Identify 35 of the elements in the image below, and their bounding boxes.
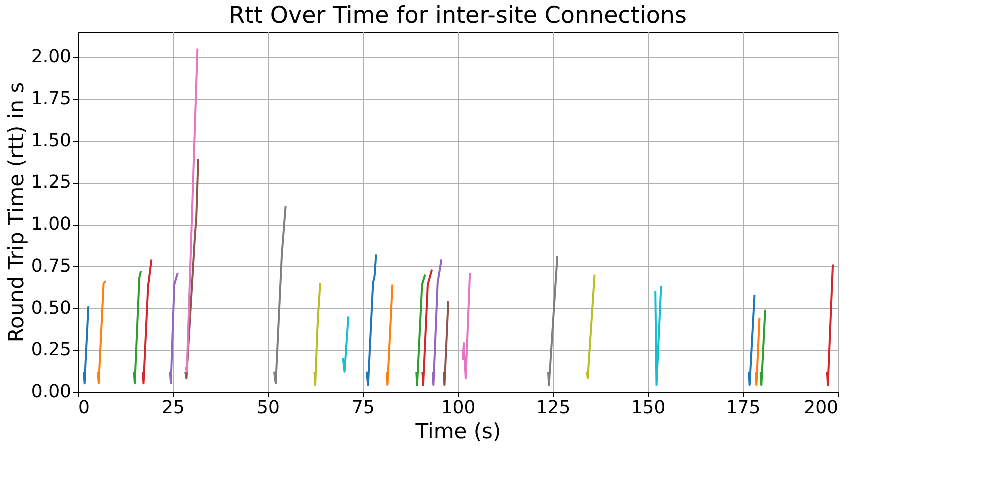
x-tick-label: 200	[804, 398, 838, 418]
line-series	[169, 272, 179, 385]
line-series	[432, 258, 443, 386]
x-tick-label: 0	[78, 398, 90, 418]
line-series	[314, 282, 322, 386]
line-series	[273, 205, 287, 385]
line-series	[416, 274, 426, 386]
x-tick-label: 25	[162, 398, 185, 418]
x-tick-label: 75	[352, 398, 375, 418]
line-series	[142, 258, 153, 385]
chart-title: Rtt Over Time for inter-site Connections	[229, 3, 687, 29]
line-series	[133, 270, 142, 385]
y-tick-label: 0.75	[31, 256, 72, 277]
x-tick-label: 100	[441, 398, 476, 418]
x-tick-label: 125	[536, 398, 571, 418]
y-axis-title: Round Trip Time (rtt) in s	[4, 82, 28, 343]
x-axis-title: Time (s)	[414, 420, 502, 444]
line-series	[83, 306, 90, 385]
line-series	[366, 254, 378, 386]
line-series	[342, 316, 350, 373]
line-series	[184, 158, 200, 380]
y-tick-label: 0.50	[31, 298, 72, 319]
x-tick-label: 150	[631, 398, 666, 418]
line-series	[462, 272, 472, 380]
line-series	[422, 268, 434, 386]
x-tick-label: 50	[257, 398, 280, 418]
x-tick-label: 175	[726, 398, 761, 418]
y-tick-label: 0.25	[31, 340, 72, 361]
y-tick-label: 1.25	[31, 172, 72, 194]
y-tick-label: 1.75	[31, 88, 72, 110]
y-tick-label: 1.50	[31, 130, 72, 152]
y-tick-label: 2.00	[31, 46, 72, 68]
y-tick-label: 1.00	[31, 214, 72, 236]
line-series	[97, 280, 108, 385]
y-tick-label: 0.00	[31, 382, 72, 402]
